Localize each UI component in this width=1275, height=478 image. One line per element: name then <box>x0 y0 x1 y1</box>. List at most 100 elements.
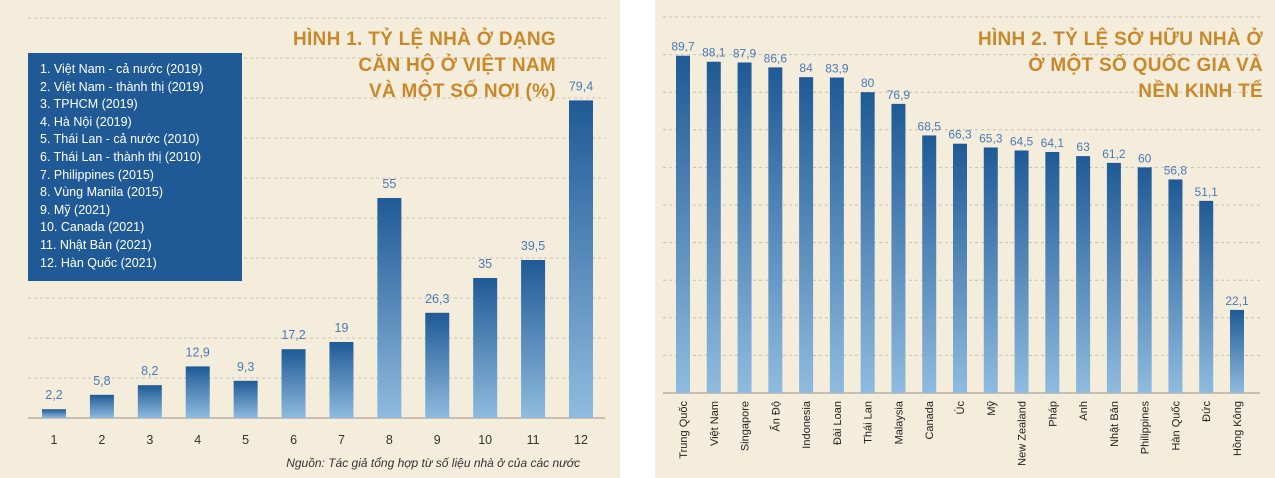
tick-label: Hàn Quốc <box>1170 401 1182 451</box>
value-label: 2,2 <box>45 388 62 402</box>
tick-label: Hồng Kông <box>1232 401 1244 456</box>
bar-7 <box>329 342 354 418</box>
tick-label: 1 <box>51 433 58 447</box>
bar-10 <box>473 278 498 418</box>
bar-8 <box>891 103 906 393</box>
value-label: 87,9 <box>733 46 757 60</box>
bar-6 <box>829 77 844 393</box>
chart-2-title-line-2: Ở MỘT SỐ QUỐC GIA VÀ <box>1028 55 1263 76</box>
chart-2-svg: 89,7 Trung Quốc 88,1 Việt Nam 87,9 Singapore 8… <box>663 16 1260 466</box>
value-label: 89,7 <box>671 40 695 54</box>
bar-11 <box>521 260 546 418</box>
bar-2 <box>706 61 721 394</box>
bar-12 <box>1014 150 1029 393</box>
legend-item: 1. Việt Nam - cả nước (2019) <box>40 62 203 76</box>
value-label: 22,1 <box>1225 294 1249 308</box>
legend-item: 12. Hàn Quốc (2021) <box>40 255 157 270</box>
chart-1-title-line-2: CĂN HỘ Ở VIỆT NAM <box>358 55 556 76</box>
tick-label: Indonesia <box>801 400 813 449</box>
tick-label: Việt Nam <box>709 401 721 446</box>
tick-label: New Zealand <box>1017 401 1029 466</box>
value-label: 80 <box>861 76 875 90</box>
chart-1-title: HÌNH 1. TỶ LỆ NHÀ Ở DẠNG CĂN HỘ Ở VIỆT N… <box>293 27 556 105</box>
legend-item: 9. Mỹ (2021) <box>40 202 111 217</box>
tick-label: Thái Lan <box>863 401 875 444</box>
tick-label: Nhật Bản <box>1109 401 1121 447</box>
tick-label: 10 <box>478 433 492 447</box>
value-label: 5,8 <box>93 374 110 388</box>
tick-label: Trung Quốc <box>678 401 690 459</box>
tick-label: Anh <box>1078 401 1090 421</box>
chart-1-source: Nguồn: Tác giả tổng hợp từ số liệu nhà ở… <box>286 456 580 470</box>
value-label: 9,3 <box>237 360 254 374</box>
chart-panel-1: 2,2 1 5,8 2 8,2 3 12,9 4 9,3 5 17,2 6 19 7 55 8 26,3 9 35 1… <box>0 0 620 478</box>
legend-item: 3. TPHCM (2019) <box>40 97 138 112</box>
bar-7 <box>860 92 875 393</box>
bar-14 <box>1076 156 1091 393</box>
tick-label: 9 <box>434 433 441 447</box>
value-label: 84 <box>799 61 813 75</box>
bar-19 <box>1230 309 1244 393</box>
tick-label: Singapore <box>740 401 752 451</box>
value-label: 56,8 <box>1164 163 1188 177</box>
value-label: 76,9 <box>887 88 911 102</box>
legend-item: 7. Philippines (2015) <box>40 167 154 182</box>
tick-label: 12 <box>574 433 588 447</box>
tick-label: Canada <box>924 400 936 439</box>
legend-item: 8. Vùng Manila (2015) <box>40 185 163 200</box>
value-label: 17,2 <box>281 328 305 342</box>
bar-5 <box>799 77 814 393</box>
chart-1-legend: 1. Việt Nam - cả nước (2019) 2. Việt Nam… <box>28 53 242 281</box>
bar-17 <box>1168 179 1183 393</box>
value-label: 55 <box>382 177 396 191</box>
bar-4 <box>185 366 210 418</box>
value-label: 79,4 <box>569 79 593 93</box>
value-label: 65,3 <box>979 131 1003 145</box>
value-label: 39,5 <box>521 239 545 253</box>
value-label: 66,3 <box>948 128 972 142</box>
value-label: 86,6 <box>764 51 788 65</box>
value-label: 51,1 <box>1195 185 1219 199</box>
tick-label: 3 <box>146 433 153 447</box>
tick-label: Ấn Độ <box>769 401 782 432</box>
chart-2-title: HÌNH 2. TỶ LỆ SỞ HỮU NHÀ Ở Ở MỘT SỐ QUỐC… <box>978 27 1263 105</box>
legend-item: 11. Nhật Bản (2021) <box>40 237 152 252</box>
tick-label: Đài Loan <box>832 401 844 445</box>
bar-1 <box>676 55 690 394</box>
bar-1 <box>42 409 66 418</box>
bar-6 <box>281 349 306 418</box>
value-label: 64,1 <box>1041 136 1065 150</box>
bar-4 <box>768 67 783 393</box>
value-label: 35 <box>478 257 492 271</box>
bar-13 <box>1045 151 1060 393</box>
bar-5 <box>233 380 258 418</box>
chart-1-title-line-1: HÌNH 1. TỶ LỆ NHÀ Ở DẠNG <box>292 29 556 50</box>
tick-label: Mỹ <box>986 401 998 416</box>
value-label: 61,2 <box>1102 147 1126 161</box>
chart-2-title-line-3: NỀN KINH TẾ <box>1138 81 1263 102</box>
tick-label: 4 <box>194 433 201 447</box>
legend-item: 6. Thái Lan - thành thị (2010) <box>40 149 201 164</box>
chart-1-title-line-3: VÀ MỘT SỐ NƠI (%) <box>368 81 556 102</box>
tick-label: Pháp <box>1047 401 1059 427</box>
bar-16 <box>1137 167 1152 393</box>
tick-label: 2 <box>98 433 105 447</box>
tick-label: 11 <box>527 433 540 447</box>
bar-15 <box>1106 162 1121 393</box>
value-label: 63 <box>1076 140 1090 154</box>
tick-label: 8 <box>386 433 393 447</box>
legend-item: 5. Thái Lan - cả nước (2010) <box>40 132 200 147</box>
value-label: 88,1 <box>702 46 726 60</box>
bar-11 <box>983 147 998 393</box>
tick-label: 5 <box>242 433 249 447</box>
value-label: 26,3 <box>425 292 449 306</box>
value-label: 64,5 <box>1010 134 1034 148</box>
value-label: 60 <box>1138 151 1152 165</box>
value-label: 83,9 <box>825 62 849 76</box>
value-label: 12,9 <box>186 345 210 359</box>
legend-item: 10. Canada (2021) <box>40 220 145 235</box>
chart-2-title-line-1: HÌNH 2. TỶ LỆ SỞ HỮU NHÀ Ở <box>977 29 1263 50</box>
tick-label: 7 <box>338 433 345 447</box>
bar-3 <box>137 385 162 418</box>
value-label: 8,2 <box>141 364 158 378</box>
